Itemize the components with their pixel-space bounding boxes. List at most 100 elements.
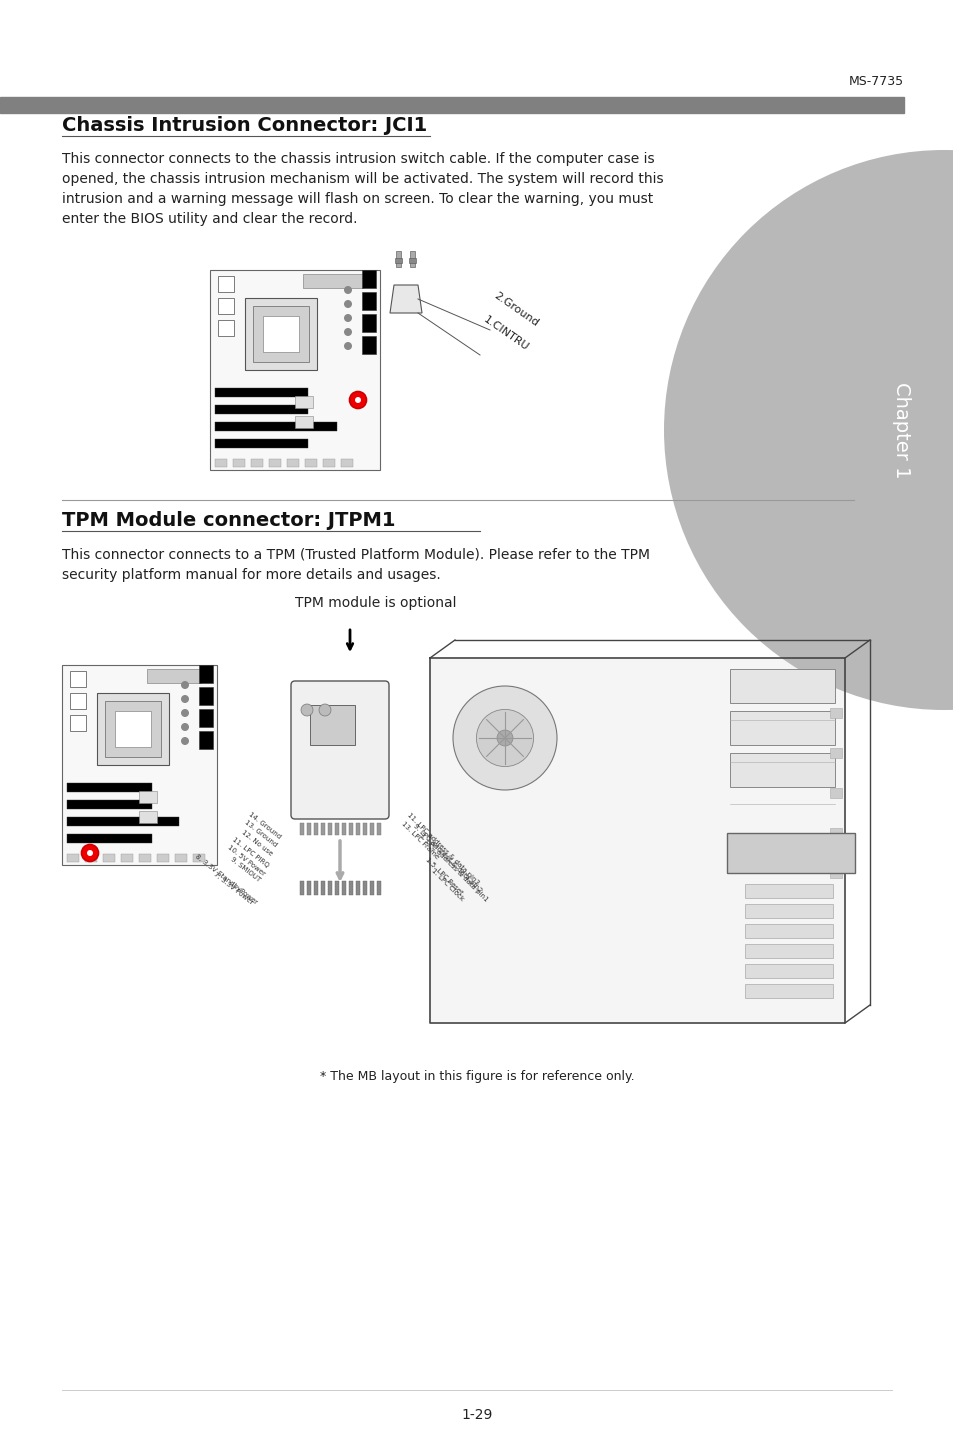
- Bar: [299, 881, 304, 895]
- Bar: [139, 811, 157, 823]
- Circle shape: [344, 286, 352, 294]
- Bar: [0, 97, 903, 113]
- Bar: [370, 881, 374, 895]
- Bar: [157, 853, 169, 862]
- Bar: [70, 672, 86, 687]
- Bar: [340, 460, 353, 467]
- Bar: [67, 800, 152, 809]
- FancyBboxPatch shape: [291, 682, 389, 819]
- Text: 1.5. LPC Reset: 1.5. LPC Reset: [423, 856, 463, 896]
- Bar: [744, 884, 832, 898]
- Bar: [320, 823, 325, 835]
- Bar: [363, 823, 367, 835]
- Circle shape: [344, 342, 352, 349]
- Bar: [139, 790, 157, 803]
- Bar: [218, 298, 233, 314]
- Bar: [328, 823, 332, 835]
- Bar: [307, 881, 311, 895]
- Bar: [744, 924, 832, 938]
- Bar: [214, 422, 337, 431]
- Text: 1. LPC Clock: 1. LPC Clock: [430, 868, 464, 902]
- Bar: [199, 730, 213, 749]
- Bar: [115, 712, 151, 748]
- Circle shape: [87, 851, 92, 856]
- Bar: [729, 753, 834, 788]
- Bar: [67, 833, 152, 843]
- Bar: [323, 460, 335, 467]
- Circle shape: [344, 299, 352, 308]
- Bar: [744, 984, 832, 998]
- Text: Chassis Intrusion Connector: JCI1: Chassis Intrusion Connector: JCI1: [62, 116, 427, 135]
- Bar: [62, 664, 216, 865]
- Bar: [105, 702, 161, 758]
- Text: This connector connects to a TPM (Trusted Platform Module). Please refer to the : This connector connects to a TPM (Truste…: [62, 548, 649, 561]
- Text: 11. LPC address & data pin3: 11. LPC address & data pin3: [406, 812, 479, 886]
- Circle shape: [344, 328, 352, 337]
- Bar: [139, 853, 151, 862]
- Text: 9. SMIOUT: 9. SMIOUT: [230, 856, 262, 884]
- Bar: [829, 748, 841, 758]
- Bar: [370, 823, 374, 835]
- Text: security platform manual for more details and usages.: security platform manual for more detail…: [62, 569, 440, 581]
- Circle shape: [181, 723, 189, 730]
- Bar: [349, 881, 353, 895]
- Bar: [726, 833, 854, 874]
- Bar: [174, 853, 187, 862]
- Bar: [70, 693, 86, 709]
- Circle shape: [476, 709, 533, 766]
- Bar: [314, 823, 317, 835]
- Bar: [147, 669, 201, 683]
- Circle shape: [355, 397, 360, 402]
- Text: intrusion and a warning message will flash on screen. To clear the warning, you : intrusion and a warning message will fla…: [62, 192, 653, 206]
- Bar: [328, 881, 332, 895]
- Bar: [218, 276, 233, 292]
- Bar: [305, 460, 316, 467]
- Circle shape: [181, 695, 189, 703]
- Text: TPM Module connector: JTPM1: TPM Module connector: JTPM1: [62, 511, 395, 530]
- Bar: [361, 314, 375, 332]
- Text: 9. LPC address & data pin2: 9. LPC address & data pin2: [412, 822, 482, 894]
- Circle shape: [81, 845, 98, 862]
- Circle shape: [663, 150, 953, 710]
- Bar: [294, 417, 313, 428]
- Bar: [97, 693, 169, 765]
- Bar: [70, 715, 86, 730]
- Bar: [263, 316, 298, 352]
- Text: 12. No use: 12. No use: [240, 829, 274, 856]
- Text: 3. LPC address & data pin1: 3. LPC address & data pin1: [417, 832, 489, 902]
- Text: 8. 3.3V StandbyPower: 8. 3.3V StandbyPower: [193, 853, 257, 905]
- Bar: [409, 258, 416, 263]
- Bar: [361, 271, 375, 288]
- Bar: [193, 853, 205, 862]
- Bar: [103, 853, 115, 862]
- Bar: [214, 405, 308, 414]
- Bar: [361, 337, 375, 354]
- Bar: [67, 783, 152, 792]
- Bar: [341, 881, 346, 895]
- Text: 11. LPC PIRQ: 11. LPC PIRQ: [231, 836, 270, 868]
- Bar: [729, 712, 834, 745]
- Bar: [431, 659, 843, 1022]
- Bar: [310, 705, 355, 745]
- Bar: [355, 881, 359, 895]
- Bar: [395, 251, 400, 266]
- Text: enter the BIOS utility and clear the record.: enter the BIOS utility and clear the rec…: [62, 212, 357, 226]
- Text: TPM module is optional: TPM module is optional: [294, 596, 456, 610]
- Bar: [355, 823, 359, 835]
- Bar: [245, 298, 316, 369]
- Bar: [314, 881, 317, 895]
- Bar: [829, 868, 841, 878]
- Bar: [376, 823, 380, 835]
- Text: 1-29: 1-29: [461, 1408, 492, 1422]
- Bar: [214, 440, 308, 448]
- Circle shape: [181, 709, 189, 717]
- Bar: [67, 818, 178, 826]
- Bar: [376, 881, 380, 895]
- Text: 14. Ground: 14. Ground: [247, 811, 282, 839]
- Text: 13. LPC Frame: 13. LPC Frame: [399, 821, 439, 859]
- Circle shape: [349, 391, 366, 408]
- Bar: [335, 881, 338, 895]
- Bar: [294, 397, 313, 408]
- Bar: [335, 823, 338, 835]
- Text: Chapter 1: Chapter 1: [892, 382, 910, 478]
